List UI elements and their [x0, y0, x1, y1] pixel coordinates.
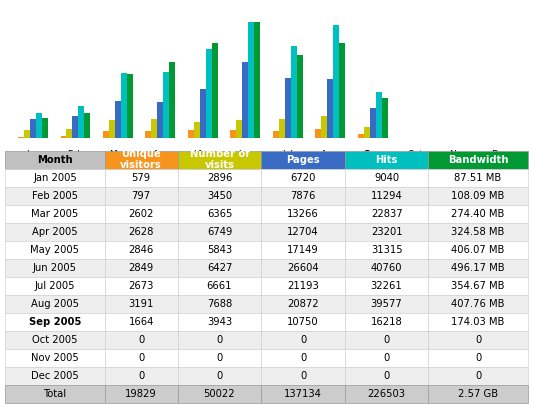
Text: Oct: Oct	[407, 150, 423, 159]
Bar	[206, 49, 212, 138]
Bar	[290, 46, 297, 138]
Text: 2005: 2005	[107, 164, 130, 173]
Text: 2005: 2005	[360, 164, 385, 173]
Text: Feb: Feb	[67, 150, 83, 159]
Text: Jan: Jan	[26, 150, 40, 159]
Text: 2005: 2005	[149, 164, 172, 173]
Bar	[146, 131, 151, 138]
Bar	[321, 116, 327, 138]
Bar	[151, 119, 157, 138]
Bar	[157, 102, 163, 138]
Text: Dec: Dec	[491, 150, 509, 159]
Bar	[24, 130, 30, 138]
Bar	[200, 90, 206, 138]
Bar	[18, 137, 24, 138]
Bar	[358, 133, 364, 138]
Bar	[121, 73, 127, 138]
Text: 2005: 2005	[489, 164, 512, 173]
Text: Mar: Mar	[109, 150, 126, 159]
Bar	[230, 130, 236, 138]
Text: 2005: 2005	[403, 164, 426, 173]
Text: Aug: Aug	[321, 150, 339, 159]
Text: 2005: 2005	[21, 164, 44, 173]
Bar	[103, 131, 109, 138]
Bar	[327, 79, 333, 138]
Bar	[382, 98, 387, 138]
Bar	[254, 22, 260, 138]
Bar	[109, 120, 115, 138]
Bar	[212, 43, 217, 138]
Bar	[42, 118, 48, 138]
Bar	[61, 136, 67, 138]
Bar	[243, 63, 248, 138]
Bar	[30, 119, 36, 138]
Bar	[273, 131, 279, 138]
Bar	[163, 72, 169, 138]
Bar	[376, 92, 382, 138]
Bar	[339, 43, 345, 138]
Bar	[67, 129, 72, 138]
Text: 2005: 2005	[319, 164, 342, 173]
Bar	[188, 130, 194, 138]
Bar	[333, 26, 339, 138]
Bar	[316, 129, 321, 138]
Bar	[370, 108, 376, 138]
Text: 2005: 2005	[276, 164, 299, 173]
Bar	[285, 78, 290, 138]
Text: Apr: Apr	[152, 150, 168, 159]
Bar	[84, 113, 90, 138]
Bar	[364, 127, 370, 138]
Bar	[72, 116, 78, 138]
Bar	[194, 122, 200, 138]
Text: Jul: Jul	[282, 150, 293, 159]
Bar	[115, 101, 121, 138]
Bar	[236, 120, 243, 138]
Bar	[78, 106, 84, 138]
Text: 2005: 2005	[446, 164, 469, 173]
Text: Jun: Jun	[238, 150, 252, 159]
Bar	[297, 55, 303, 138]
Text: 2005: 2005	[64, 164, 87, 173]
Text: Sep: Sep	[363, 150, 382, 159]
Text: Nov: Nov	[449, 150, 466, 159]
Bar	[127, 74, 133, 138]
Bar	[248, 22, 254, 138]
Text: 2005: 2005	[191, 164, 214, 173]
Bar	[279, 119, 285, 138]
Bar	[36, 113, 42, 138]
Text: 2005: 2005	[234, 164, 257, 173]
Text: May: May	[193, 150, 212, 159]
Bar	[169, 62, 175, 138]
